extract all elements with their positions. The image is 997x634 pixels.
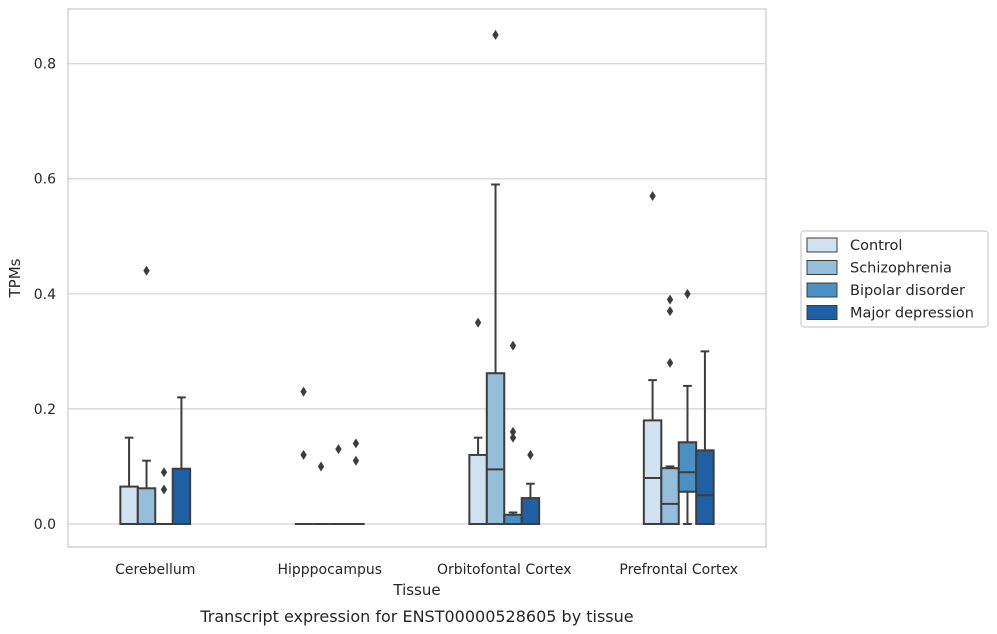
outlier-point [666, 294, 674, 305]
legend-label: Control [850, 238, 902, 254]
outlier-point [527, 449, 534, 460]
box-control [468, 436, 488, 525]
box-major-depression [171, 396, 192, 525]
chart-caption: Transcript expression for ENST0000052860… [199, 607, 633, 626]
outlier-point [666, 306, 674, 317]
outlier-point [649, 191, 656, 202]
x-tick-label: Orbitofontal Cortex [437, 562, 572, 578]
box-bipolar-disorder [677, 384, 698, 525]
box-major-depression [520, 482, 541, 525]
y-tick-label: 0.2 [34, 402, 56, 418]
outlier-point [684, 288, 691, 299]
box-control [642, 379, 663, 525]
legend-swatch [806, 282, 838, 298]
box-layer [119, 183, 715, 525]
outlier-point [300, 386, 307, 397]
box-bipolar-disorder [503, 511, 523, 525]
outlier-point [509, 426, 517, 437]
legend-frame [800, 230, 989, 328]
legend-label: Bipolar disorder [850, 283, 965, 299]
outlier-point [352, 438, 360, 449]
outlier-point [352, 455, 360, 466]
plot-frame [67, 8, 767, 548]
x-axis-label: Tissue [392, 581, 440, 599]
box-major-depression [695, 350, 715, 525]
box-schizophrenia [136, 459, 157, 525]
x-tick-label: Prefrontal Cortex [619, 562, 738, 578]
y-tick-label: 0.6 [34, 172, 56, 188]
outlier-layer [143, 29, 691, 495]
outlier-point [143, 265, 150, 276]
y-tick-label: 0.0 [34, 517, 56, 533]
legend-swatch [806, 260, 838, 275]
outlier-point [474, 317, 482, 328]
box-schizophrenia [660, 465, 680, 525]
x-tick-label: Cerebellum [115, 562, 195, 578]
outlier-point [509, 432, 517, 443]
outlier-point [335, 444, 342, 455]
y-tick-label: 0.8 [34, 57, 56, 73]
outlier-point [666, 357, 674, 368]
legend-label: Schizophrenia [850, 261, 952, 277]
y-axis-label: TPMs [6, 258, 24, 298]
x-tick-label: Hipppocampus [277, 562, 382, 578]
box-control [119, 436, 139, 525]
y-tick-labels: 0.0 0.2 0.4 0.6 0.8 [34, 57, 56, 533]
outlier-point [160, 467, 168, 478]
y-tick-label: 0.4 [34, 287, 56, 303]
x-tick-labels: Cerebellum Hipppocampus Orbitofontal Corte… [115, 562, 738, 578]
box-schizophrenia [485, 183, 506, 525]
legend-swatch [806, 237, 838, 253]
legend-swatch [806, 305, 838, 320]
outlier-point [509, 340, 517, 351]
legend-label: Major depression [850, 306, 974, 322]
legend: Control Schizophrenia Bipolar disorder Majo… [800, 230, 989, 328]
outlier-point [492, 29, 499, 40]
outlier-point [300, 449, 307, 460]
outlier-point [160, 484, 168, 495]
outlier-point [317, 461, 325, 472]
